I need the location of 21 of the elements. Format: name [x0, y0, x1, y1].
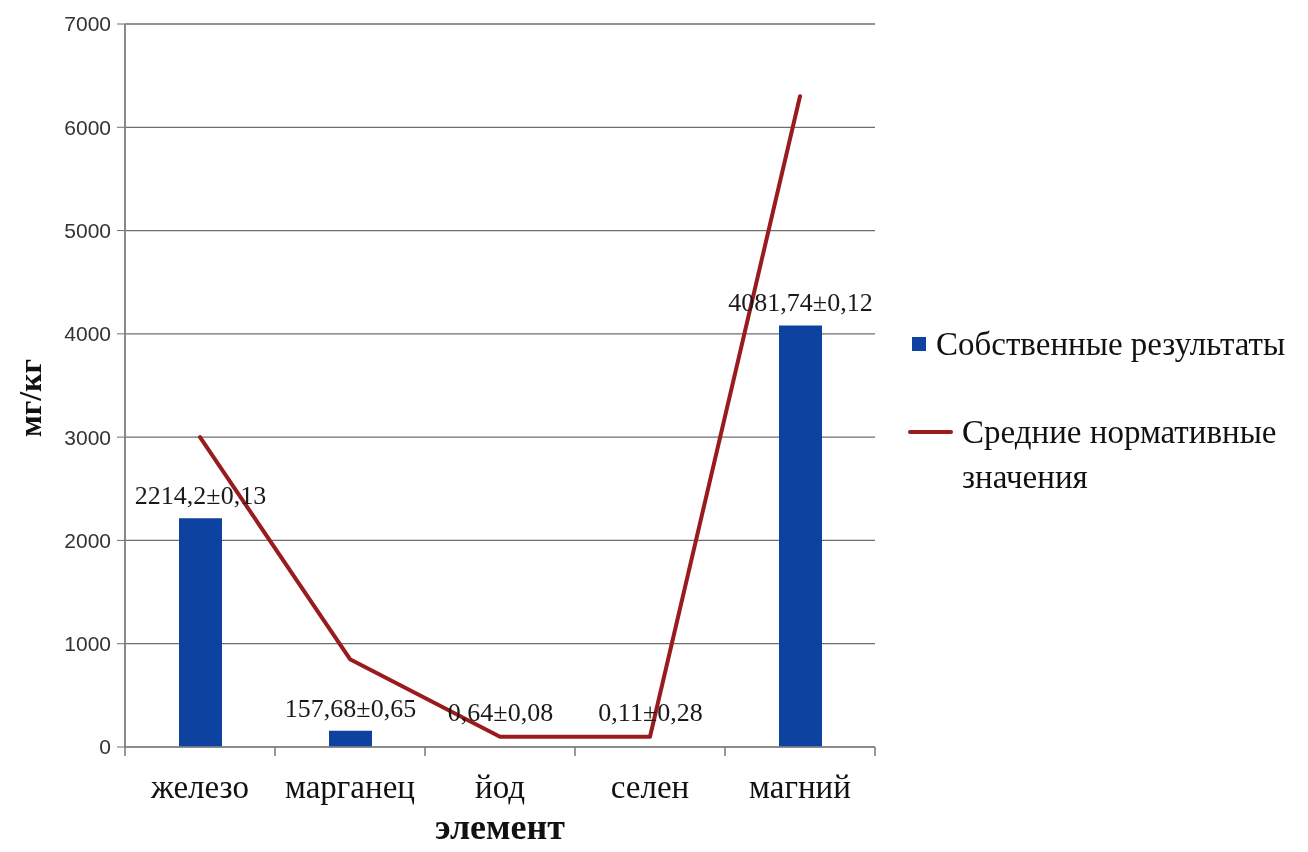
y-tick-label: 3000 — [64, 425, 111, 449]
bar — [779, 325, 822, 747]
legend-label: Собственные результаты — [936, 325, 1286, 364]
x-axis-title: элемент — [434, 807, 566, 847]
data-label: 157,68±0,65 — [284, 693, 417, 723]
y-tick-label: 2000 — [64, 528, 111, 552]
bar — [329, 730, 372, 747]
legend-label: Средние нормативные значения — [962, 413, 1278, 497]
x-tick-label: йод — [475, 769, 526, 805]
y-axis-title: мг/кг — [12, 358, 48, 438]
y-tick-label: 5000 — [64, 219, 111, 243]
x-tick-label: марганец — [285, 769, 415, 805]
x-tick-label: магний — [749, 769, 851, 805]
y-tick-label: 1000 — [64, 632, 111, 656]
y-tick-label: 0 — [99, 735, 111, 759]
y-tick-label: 4000 — [64, 322, 111, 346]
bar — [179, 518, 222, 747]
y-tick-label: 7000 — [64, 12, 111, 36]
x-tick-label: железо — [150, 769, 249, 805]
y-tick-label: 6000 — [64, 115, 111, 139]
x-tick-label: селен — [610, 769, 690, 805]
